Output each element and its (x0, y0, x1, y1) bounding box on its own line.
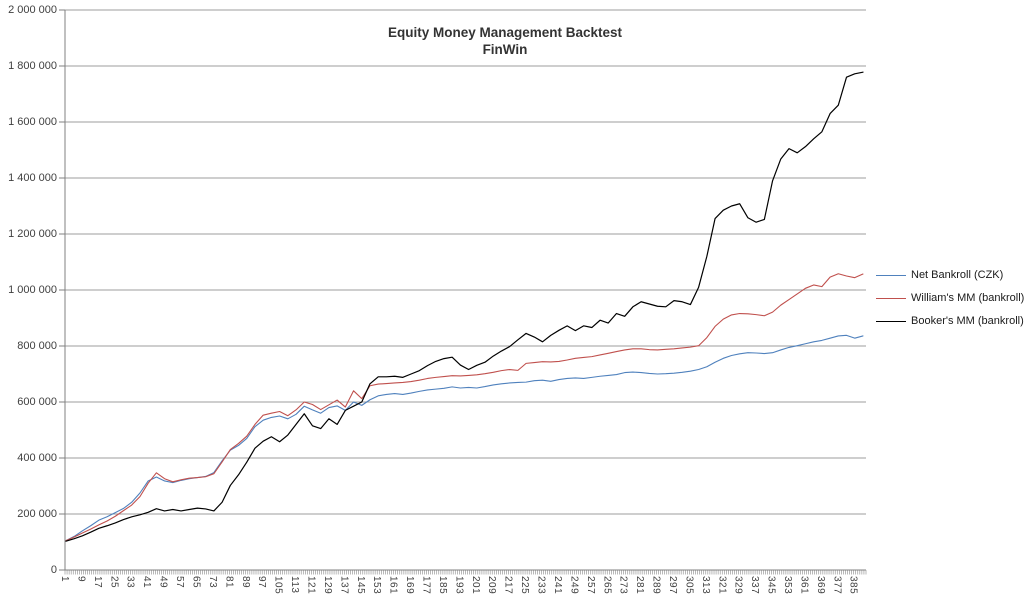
x-axis-tick-label: 97 (256, 576, 268, 589)
x-axis-tick-label: 105 (272, 576, 284, 595)
x-axis-tick-label: 81 (223, 576, 235, 589)
x-axis-tick-label: 289 (650, 576, 662, 595)
x-axis-tick-label: 121 (305, 576, 317, 595)
x-axis-tick-label: 185 (436, 576, 448, 595)
chart-title: Equity Money Management Backtest (387, 25, 623, 40)
y-axis-tick-label: 800 000 (17, 339, 57, 352)
x-axis-tick-label: 353 (782, 576, 793, 595)
x-axis-tick-label: 209 (486, 576, 498, 595)
x-axis-tick-label: 145 (354, 576, 366, 595)
x-axis-tick-label: 217 (502, 576, 514, 595)
x-axis-tick-label: 177 (420, 576, 432, 595)
legend-item: Net Bankroll (CZK) (876, 269, 1024, 281)
x-axis-tick-label: 33 (124, 576, 136, 589)
y-axis-tick-label: 1 800 000 (8, 59, 57, 72)
x-axis-tick-label: 65 (190, 576, 202, 589)
x-axis-tick-label: 49 (157, 576, 169, 589)
x-axis-tick-label: 89 (239, 576, 251, 589)
legend: Net Bankroll (CZK) William's MM (bankroll… (876, 269, 1024, 327)
x-axis-tick-label: 113 (289, 576, 301, 594)
series-lines (65, 71, 864, 542)
legend-item: Booker's MM (bankroll) (876, 315, 1024, 327)
x-axis-tick-label: 249 (568, 576, 580, 595)
series-line-booker-s-mm-bankroll (65, 71, 864, 542)
gridlines (65, 9, 866, 515)
x-axis-tick-label: 225 (519, 576, 531, 595)
y-axis-tick-label: 2 000 000 (8, 3, 57, 16)
x-axis-tick-label: 241 (551, 576, 563, 595)
x-axis-tick-label: 169 (404, 576, 416, 595)
y-axis-tick-label: 1 000 000 (8, 283, 57, 296)
x-axis-tick-label: 337 (749, 576, 761, 595)
y-axis-tick-label: 1 600 000 (8, 115, 57, 128)
legend-marker (876, 297, 906, 299)
y-axis-tick-label: 200 000 (17, 507, 57, 520)
legend-marker (876, 274, 906, 276)
x-axis-tick-label: 385 (847, 576, 859, 595)
x-axis-tick-label: 233 (535, 576, 547, 595)
x-axis-tick-label: 1 (59, 576, 70, 583)
x-axis-tick-label: 297 (666, 576, 678, 595)
y-axis-tick-label: 0 (50, 563, 57, 576)
x-axis-tick-label: 377 (831, 576, 843, 595)
legend-marker (876, 320, 906, 322)
x-axis-tick-label: 329 (732, 576, 744, 595)
y-axis-ticks (59, 9, 65, 571)
x-axis-tick-label: 257 (584, 576, 596, 595)
x-axis-tick-label: 129 (321, 576, 333, 595)
legend-item: William's MM (bankroll) (876, 292, 1024, 304)
legend-label: Net Bankroll (CZK) (911, 269, 1004, 281)
x-axis-tick-label: 25 (108, 576, 120, 589)
x-axis-tick-label: 73 (206, 576, 218, 589)
series-line-william-s-mm-bankroll (65, 273, 864, 542)
x-axis-tick-label: 9 (75, 576, 87, 583)
x-axis-tick-label: 313 (699, 576, 711, 595)
x-axis-tick-label: 57 (174, 576, 186, 589)
x-axis-tick-label: 17 (91, 576, 103, 589)
x-axis-tick-label: 281 (634, 576, 646, 595)
x-axis-tick-label: 345 (765, 576, 777, 595)
x-axis-tick-label: 369 (814, 576, 826, 595)
x-axis-tick-label: 265 (601, 576, 613, 595)
x-axis-tick-label: 201 (469, 576, 481, 595)
legend-label: Booker's MM (bankroll) (911, 315, 1024, 327)
x-axis-tick-label: 41 (141, 576, 153, 589)
chart-title-block: Equity Money Management Backtest FinWin (0, 24, 1010, 58)
x-axis-tick-label: 193 (453, 576, 465, 595)
x-axis-ticks (64, 570, 867, 575)
y-axis-tick-label: 400 000 (17, 451, 57, 464)
chart-subtitle: FinWin (482, 42, 528, 57)
x-axis-tick-label: 137 (338, 576, 350, 595)
x-axis-tick-label: 305 (683, 576, 695, 595)
x-axis-tick-label: 321 (716, 576, 728, 595)
x-axis-tick-label: 273 (617, 576, 629, 595)
x-axis-tick-label: 161 (387, 576, 399, 595)
y-axis-tick-label: 1 400 000 (8, 171, 57, 184)
x-axis-tick-label: 153 (371, 576, 383, 595)
legend-label: William's MM (bankroll) (911, 292, 1025, 304)
y-axis-tick-label: 1 200 000 (8, 227, 57, 240)
x-axis-tick-label: 361 (798, 576, 810, 595)
y-axis-tick-label: 600 000 (17, 395, 57, 408)
